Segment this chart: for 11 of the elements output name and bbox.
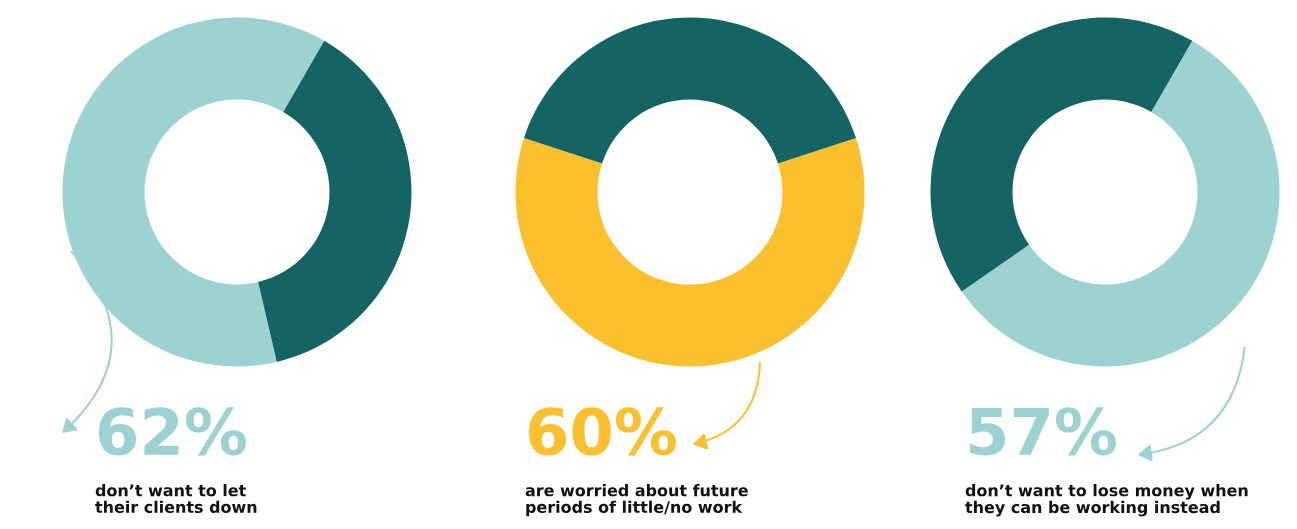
donut-slice xyxy=(930,17,1193,292)
donut-slice xyxy=(524,17,856,164)
donut-slice xyxy=(961,40,1280,367)
data-label: 57% xyxy=(969,407,1116,456)
text: don’t want to lose money when they can be working instead xyxy=(965,484,1248,517)
donut-slice xyxy=(515,138,865,367)
text: are worried about future periods of little/no work xyxy=(525,484,748,517)
donut-slice xyxy=(258,40,412,362)
data-label: 60% xyxy=(528,407,676,456)
data-label: 62% xyxy=(98,407,246,456)
text: don’t want to let their clients down xyxy=(95,484,257,514)
